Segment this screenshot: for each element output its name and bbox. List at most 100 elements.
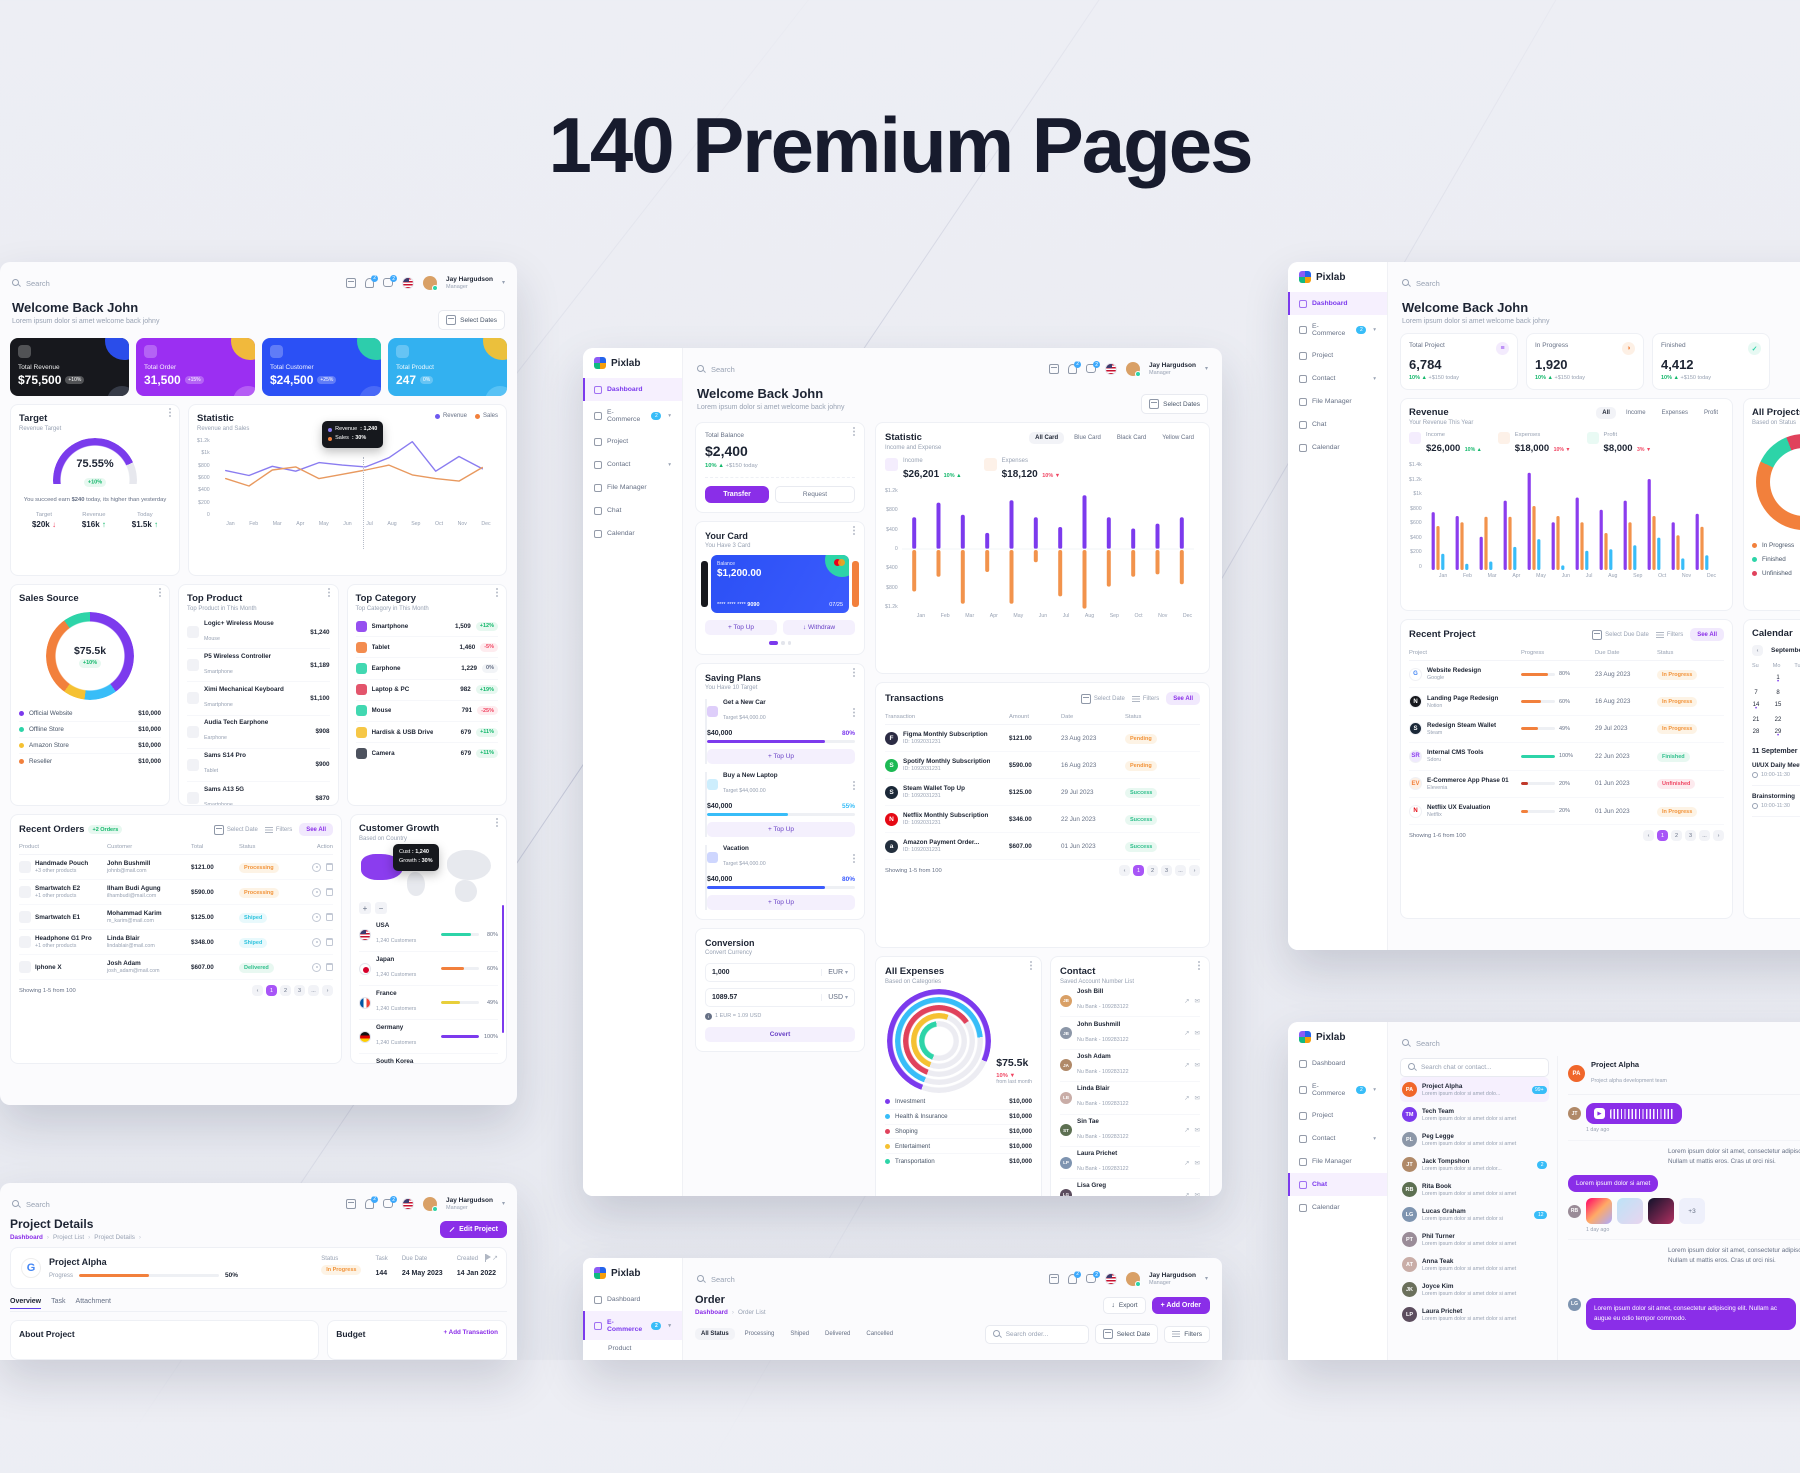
language-flag-icon[interactable]: [1105, 1272, 1118, 1285]
sidebar-item[interactable]: Dashboard: [583, 1288, 682, 1311]
transaction-row[interactable]: S Spotify Monthly Subscription ID: 109203…: [885, 752, 1200, 779]
sidebar-item[interactable]: File Manager: [1288, 1150, 1387, 1173]
notifications-icon[interactable]: 2: [365, 1195, 379, 1209]
mail-icon[interactable]: ✉: [1194, 1159, 1200, 1167]
page-button[interactable]: 2: [1671, 830, 1682, 842]
calendar-date[interactable]: 29 •: [1774, 729, 1782, 739]
stat-card[interactable]: Total Project ≡ 6,784 10% ▲ +$150 today: [1400, 333, 1518, 390]
send-icon[interactable]: ↗: [1184, 1159, 1190, 1167]
sidebar-item[interactable]: Project: [1288, 1104, 1387, 1127]
page-button[interactable]: 1: [266, 985, 277, 996]
sidebar-item[interactable]: File Manager: [583, 476, 682, 499]
product-list-item[interactable]: Audia Tech Earphone Earphone $908: [187, 714, 330, 748]
app-logo[interactable]: Pixlab: [583, 357, 682, 378]
chat-list-item[interactable]: JK Joyce Kim Lorem ipsum dolor si amet do…: [1400, 1277, 1549, 1302]
chevron-down-icon[interactable]: ▾: [501, 1201, 505, 1208]
plan-top-up-button[interactable]: + Top Up: [707, 821, 855, 837]
more-menu-icon[interactable]: [853, 526, 855, 528]
status-tab[interactable]: Cancelled: [866, 1331, 894, 1337]
more-menu-icon[interactable]: [1198, 961, 1200, 963]
send-icon[interactable]: ↗: [1184, 1030, 1190, 1038]
notifications-icon[interactable]: 2: [365, 274, 379, 288]
filters-button[interactable]: Filters: [264, 826, 292, 833]
send-icon[interactable]: ↗: [1184, 1094, 1190, 1102]
chat-list-item[interactable]: TM Tech Team Lorem ipsum dolor si amet do…: [1400, 1102, 1549, 1127]
calendar-date[interactable]: 8: [1776, 690, 1780, 696]
revenue-tab[interactable]: Profit: [1703, 410, 1718, 416]
filters-button[interactable]: Filters: [1655, 631, 1683, 638]
view-icon[interactable]: [312, 862, 321, 872]
sidebar-item[interactable]: Dashboard: [1288, 1052, 1387, 1075]
contact-row[interactable]: LP Laura Prichet Nu Bank - 109283122 ↗ ✉: [1060, 1145, 1200, 1178]
chevron-down-icon[interactable]: ▾: [501, 280, 505, 287]
calendar-date[interactable]: 21: [1752, 717, 1760, 723]
sidebar-item[interactable]: Chat: [1288, 1173, 1387, 1196]
more-menu-icon[interactable]: [853, 667, 855, 670]
calendar-date[interactable]: 7: [1754, 690, 1758, 696]
next-page-button[interactable]: ›: [322, 985, 333, 996]
card-filter-tab[interactable]: Blue Card: [1074, 435, 1101, 441]
messages-icon[interactable]: 2: [383, 275, 398, 288]
tab[interactable]: Overview: [10, 1298, 42, 1309]
transaction-row[interactable]: a Amazon Payment Order... ID: 1092031231 …: [885, 833, 1200, 860]
sidebar-item[interactable]: Contact ▾: [583, 453, 682, 476]
next-page-button[interactable]: ›: [1713, 830, 1724, 842]
calendar-date[interactable]: [1752, 675, 1760, 684]
mail-icon[interactable]: ✉: [1194, 997, 1200, 1005]
chat-list-item[interactable]: PL Peg Legge Lorem ipsum dolor si amet do…: [1400, 1127, 1549, 1152]
sidebar-item[interactable]: Contact ▾: [1288, 1127, 1387, 1150]
view-icon[interactable]: [312, 962, 321, 972]
notifications-icon[interactable]: 2: [1068, 1270, 1082, 1284]
sidebar-item[interactable]: Dashboard: [1288, 292, 1387, 315]
calendar-date[interactable]: 22: [1774, 717, 1782, 723]
breadcrumb-item[interactable]: Project Details: [94, 1234, 135, 1241]
page-button[interactable]: 3: [294, 985, 305, 996]
select-date-button[interactable]: Select Date: [1080, 693, 1125, 704]
page-button[interactable]: 3: [1685, 830, 1696, 842]
sidebar-item[interactable]: Calendar: [1288, 1196, 1387, 1219]
select-date-button[interactable]: Select Date: [1094, 1324, 1159, 1344]
see-all-button[interactable]: See All: [299, 823, 333, 836]
language-flag-icon[interactable]: [402, 1197, 415, 1210]
more-menu-icon[interactable]: [496, 818, 498, 820]
flag-icon[interactable]: [484, 1254, 491, 1262]
chat-list-item[interactable]: LP Laura Prichet Lorem ipsum dolor si ame…: [1400, 1302, 1549, 1327]
sidebar-subitem-product[interactable]: Product: [608, 1345, 632, 1352]
search-input[interactable]: Search: [12, 278, 50, 288]
delete-icon[interactable]: [326, 912, 333, 921]
result-input[interactable]: 1089.57 USD ▾: [705, 987, 855, 1007]
messages-icon[interactable]: 2: [1086, 1271, 1101, 1284]
calendar-event[interactable]: UI/UX Daily Meeting 10:00-11:30: [1752, 755, 1800, 786]
image-attachment[interactable]: [1586, 1198, 1612, 1225]
contact-row[interactable]: LB Linda Blair Nu Bank - 109283122 ↗ ✉: [1060, 1081, 1200, 1113]
project-row[interactable]: EV E-Commerce App Phase 01 Elevenia 20% 0…: [1409, 771, 1724, 798]
avatar[interactable]: [1126, 1271, 1142, 1287]
add-order-button[interactable]: + Add Order: [1151, 1296, 1210, 1314]
view-icon[interactable]: [312, 912, 321, 922]
product-list-item[interactable]: Sams A13 5G Smartphone $870: [187, 780, 330, 805]
add-transaction-button[interactable]: + Add Transaction: [443, 1329, 498, 1336]
view-icon[interactable]: [312, 887, 321, 897]
prev-page-button[interactable]: ‹: [252, 985, 263, 996]
search-input[interactable]: Search: [1402, 1038, 1440, 1048]
sidebar-item[interactable]: Calendar: [583, 522, 682, 545]
breadcrumb-item[interactable]: Dashboard: [10, 1234, 43, 1241]
chat-search-input[interactable]: Search chat or contact...: [1400, 1058, 1549, 1077]
status-tab[interactable]: Processing: [744, 1331, 775, 1337]
app-logo[interactable]: Pixlab: [1288, 1031, 1387, 1052]
export-button[interactable]: ↓ Export: [1103, 1296, 1146, 1314]
next-page-button[interactable]: ›: [1189, 865, 1200, 876]
category-list-item[interactable]: Laptop & PC 982 +19%: [355, 678, 498, 700]
product-list-item[interactable]: Sams S14 Pro Tablet $900: [187, 747, 330, 781]
bank-card[interactable]: Balance $1,200.00 **** **** **** 9090 07…: [711, 555, 849, 613]
delete-icon[interactable]: [326, 962, 333, 971]
product-list-item[interactable]: P5 Wireless Controller Smartphone $1,189: [187, 648, 330, 681]
more-menu-icon[interactable]: [327, 588, 330, 590]
filters-button[interactable]: Filters: [1164, 1325, 1210, 1343]
mail-icon[interactable]: ✉: [1194, 1127, 1200, 1135]
revenue-tab[interactable]: Expenses: [1661, 410, 1688, 416]
notifications-icon[interactable]: 2: [1068, 360, 1082, 374]
more-menu-icon[interactable]: [853, 780, 855, 783]
transaction-row[interactable]: F Figma Monthly Subscription ID: 10920312…: [885, 725, 1200, 752]
transfer-button[interactable]: Transfer: [705, 486, 769, 503]
